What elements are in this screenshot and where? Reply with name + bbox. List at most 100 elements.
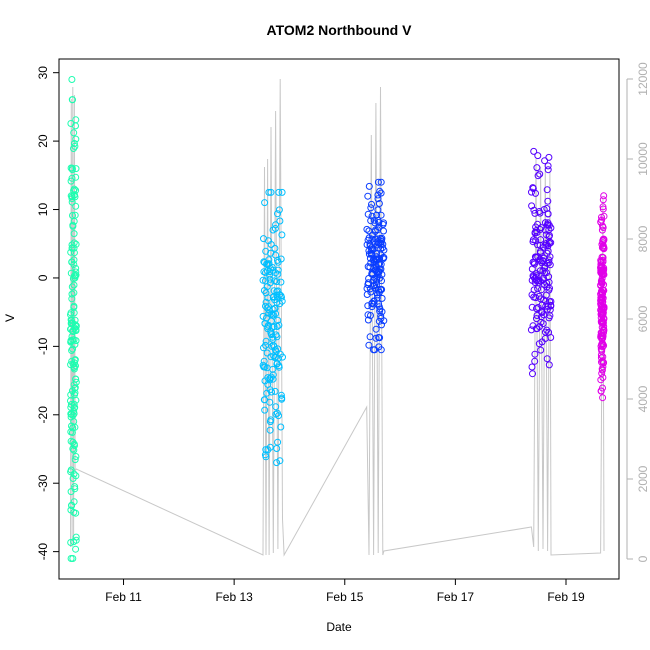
data-point [67, 177, 75, 185]
data-point [67, 316, 75, 324]
data-point [263, 349, 271, 357]
y-tick-label: 30 [36, 66, 50, 80]
data-point [277, 255, 285, 263]
data-point [364, 192, 372, 200]
data-point [599, 271, 607, 278]
data-point [598, 213, 605, 221]
data-point [597, 332, 605, 340]
data-point [598, 303, 606, 311]
data-point [71, 442, 78, 449]
data-point [373, 263, 380, 271]
y2-tick-label: 0 [636, 555, 650, 562]
data-point [538, 259, 546, 267]
data-point [545, 153, 553, 161]
data-point [543, 355, 551, 363]
data-point [263, 364, 271, 372]
data-point [374, 195, 382, 203]
data-point [537, 295, 545, 303]
series-5 [597, 192, 608, 402]
data-point [365, 182, 373, 190]
data-point [266, 275, 274, 283]
x-tick-label: Feb 11 [105, 590, 142, 604]
data-point [599, 239, 607, 247]
data-point [276, 457, 284, 465]
data-point [71, 389, 79, 397]
data-point [274, 266, 282, 274]
data-point [67, 488, 75, 496]
data-point [277, 423, 285, 431]
data-point [269, 266, 277, 274]
data-point [534, 172, 542, 180]
data-point [374, 238, 382, 246]
data-point [68, 241, 76, 249]
data-point [378, 321, 385, 329]
data-point [273, 278, 281, 286]
data-point [536, 241, 544, 249]
series-4 [527, 147, 555, 378]
data-point [380, 254, 388, 262]
data-point [67, 309, 75, 317]
data-point [374, 226, 382, 234]
data-point [71, 483, 79, 491]
data-point [537, 286, 545, 294]
data-point [363, 225, 371, 233]
data-point [532, 237, 540, 245]
data-point [598, 289, 605, 297]
data-point [271, 304, 279, 312]
data-point [368, 200, 375, 208]
data-point [533, 315, 540, 323]
x-axis-label: Date [326, 620, 352, 634]
data-point [377, 286, 385, 294]
data-point [72, 116, 80, 124]
data-point [263, 260, 271, 268]
data-point [69, 424, 77, 432]
data-point [260, 363, 268, 371]
data-point [71, 356, 79, 364]
data-point [272, 221, 280, 229]
data-point [374, 178, 382, 186]
data-point [541, 328, 549, 336]
data-point [530, 147, 538, 155]
data-point [69, 327, 76, 335]
data-point [373, 275, 381, 283]
data-point [528, 202, 536, 210]
data-point [544, 210, 552, 218]
data-point [543, 326, 551, 334]
data-point [69, 445, 77, 453]
data-point [598, 279, 606, 287]
data-point [272, 251, 280, 259]
data-point [598, 226, 606, 234]
data-point [70, 309, 78, 317]
data-point [68, 502, 76, 510]
data-point [261, 396, 269, 404]
data-point [528, 265, 536, 273]
data-point [545, 221, 553, 229]
data-point [530, 259, 538, 267]
data-point [367, 217, 375, 225]
data-point [71, 321, 79, 329]
data-point [72, 509, 80, 517]
data-point [543, 186, 551, 194]
data-point [267, 188, 275, 196]
data-point [278, 394, 286, 402]
data-point [367, 204, 375, 212]
y2-tick-label: 8000 [636, 225, 650, 252]
data-point [534, 241, 541, 249]
data-point [68, 174, 76, 182]
y-tick-label: -10 [36, 337, 50, 355]
data-point [533, 305, 540, 313]
data-point [70, 470, 78, 478]
data-point [72, 173, 80, 181]
data-point [377, 211, 385, 219]
data-point [271, 387, 279, 395]
data-point [67, 411, 75, 418]
data-point [533, 164, 541, 172]
data-point [267, 310, 275, 318]
data-point [528, 363, 536, 371]
data-point [538, 309, 546, 317]
data-point [269, 375, 277, 383]
data-point [69, 222, 77, 230]
data-point [262, 298, 270, 306]
data-point [67, 437, 75, 445]
data-point [375, 219, 383, 226]
